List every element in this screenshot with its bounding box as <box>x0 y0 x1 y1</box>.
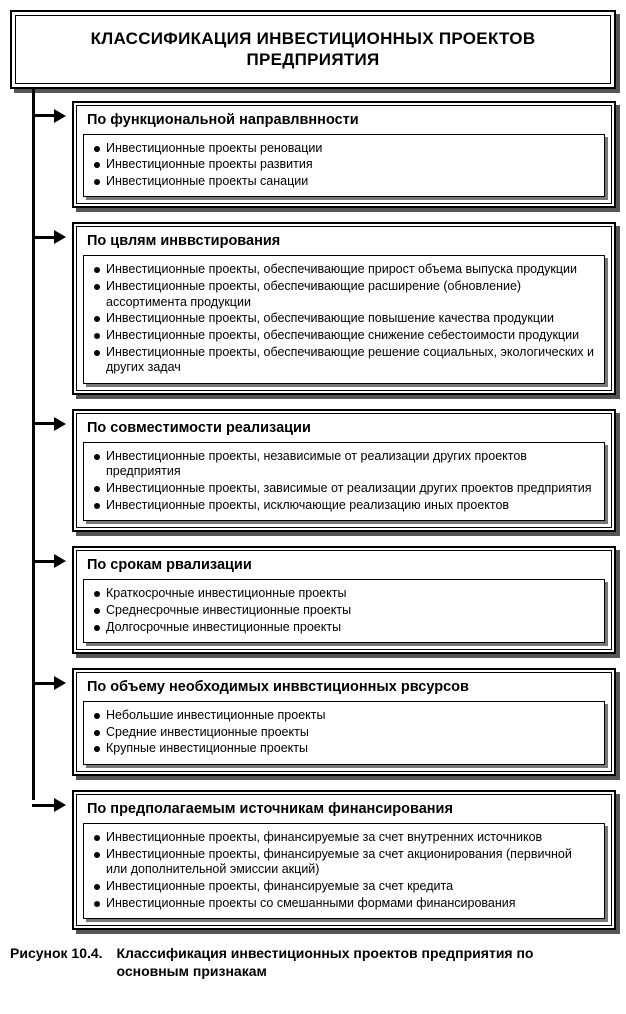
section-body: Инвестиционные проекты, обеспечивающие п… <box>83 255 605 383</box>
list-item: Инвестиционные проекты, обеспечивающие р… <box>92 279 596 310</box>
item-list: Небольшие инвестиционные проектыСредние … <box>92 708 596 757</box>
arrow-icon <box>32 798 66 812</box>
section: По объему необходимых инввстиционных рвс… <box>72 668 616 776</box>
list-item: Инвестиционные проекты развития <box>92 157 596 173</box>
section-body: Краткосрочные инвестиционные проектыСред… <box>83 579 605 643</box>
section-header: По срокам рвализации <box>77 551 611 579</box>
section-header: По предполагаемым источникам финансирова… <box>77 795 611 823</box>
section-header: По объему необходимых инввстиционных рвс… <box>77 673 611 701</box>
section-box: По предполагаемым источникам финансирова… <box>72 790 616 930</box>
section: По срокам рвализации Краткосрочные инвест… <box>72 546 616 654</box>
list-item: Инвестиционные проекты со смешанными фор… <box>92 896 596 912</box>
section: По цвлям инввстирования Инвестиционные пр… <box>72 222 616 394</box>
title-box: КЛАССИФИКАЦИЯ ИНВЕСТИЦИОННЫХ ПРОЕКТОВ ПР… <box>10 10 616 89</box>
diagram-title: КЛАССИФИКАЦИЯ ИНВЕСТИЦИОННЫХ ПРОЕКТОВ ПР… <box>18 18 608 81</box>
list-item: Инвестиционные проекты, исключающие реал… <box>92 498 596 514</box>
section: По предполагаемым источникам финансирова… <box>72 790 616 930</box>
list-item: Среднесрочные инвестиционные проекты <box>92 603 596 619</box>
section-body: Инвестиционные проекты, финансируемые за… <box>83 823 605 919</box>
section-box: По срокам рвализации Краткосрочные инвест… <box>72 546 616 654</box>
arrow-icon <box>32 676 66 690</box>
item-list: Инвестиционные проекты, независимые от р… <box>92 449 596 514</box>
arrow-icon <box>32 417 66 431</box>
section-box: По объему необходимых инввстиционных рвс… <box>72 668 616 776</box>
list-item: Инвестиционные проекты, обеспечивающие с… <box>92 328 596 344</box>
list-item: Инвестиционные проекты, обеспечивающие р… <box>92 345 596 376</box>
section-box: По функциональной направлвнности Инвестиц… <box>72 101 616 209</box>
section-body: Инвестиционные проекты, независимые от р… <box>83 442 605 522</box>
item-list: Инвестиционные проекты, финансируемые за… <box>92 830 596 911</box>
caption-label: Рисунок 10.4. <box>10 944 103 962</box>
item-list: Краткосрочные инвестиционные проектыСред… <box>92 586 596 635</box>
list-item: Краткосрочные инвестиционные проекты <box>92 586 596 602</box>
list-item: Инвестиционные проекты, обеспечивающие п… <box>92 262 596 278</box>
arrow-icon <box>32 109 66 123</box>
classification-diagram: КЛАССИФИКАЦИЯ ИНВЕСТИЦИОННЫХ ПРОЕКТОВ ПР… <box>10 10 616 981</box>
spine-container: По функциональной направлвнности Инвестиц… <box>10 101 616 931</box>
section-body: Инвестиционные проекты реновацииИнвестиц… <box>83 134 605 198</box>
vertical-spine <box>32 89 35 801</box>
section-header: По цвлям инввстирования <box>77 227 611 255</box>
list-item: Инвестиционные проекты, обеспечивающие п… <box>92 311 596 327</box>
item-list: Инвестиционные проекты реновацииИнвестиц… <box>92 141 596 190</box>
list-item: Небольшие инвестиционные проекты <box>92 708 596 724</box>
section-box: По цвлям инввстирования Инвестиционные пр… <box>72 222 616 394</box>
list-item: Крупные инвестиционные проекты <box>92 741 596 757</box>
section-box: По совместимости реализации Инвестиционны… <box>72 409 616 533</box>
list-item: Инвестиционные проекты, зависимые от реа… <box>92 481 596 497</box>
list-item: Долгосрочные инвестиционные проекты <box>92 620 596 636</box>
section-header: По функциональной направлвнности <box>77 106 611 134</box>
arrow-icon <box>32 230 66 244</box>
list-item: Инвестиционные проекты, финансируемые за… <box>92 830 596 846</box>
list-item: Инвестиционные проекты реновации <box>92 141 596 157</box>
arrow-icon <box>32 554 66 568</box>
list-item: Инвестиционные проекты, финансируемые за… <box>92 847 596 878</box>
list-item: Инвестиционные проекты, финансируемые за… <box>92 879 596 895</box>
list-item: Инвестиционные проекты санации <box>92 174 596 190</box>
section-header: По совместимости реализации <box>77 414 611 442</box>
sections-container: По функциональной направлвнности Инвестиц… <box>32 101 616 931</box>
figure-caption: Рисунок 10.4. Классификация инвестиционн… <box>10 944 616 980</box>
section: По функциональной направлвнности Инвестиц… <box>72 101 616 209</box>
list-item: Инвестиционные проекты, независимые от р… <box>92 449 596 480</box>
section: По совместимости реализации Инвестиционны… <box>72 409 616 533</box>
section-body: Небольшие инвестиционные проектыСредние … <box>83 701 605 765</box>
list-item: Средние инвестиционные проекты <box>92 725 596 741</box>
caption-text: Классификация инвестиционных проектов пр… <box>106 944 576 980</box>
item-list: Инвестиционные проекты, обеспечивающие п… <box>92 262 596 375</box>
